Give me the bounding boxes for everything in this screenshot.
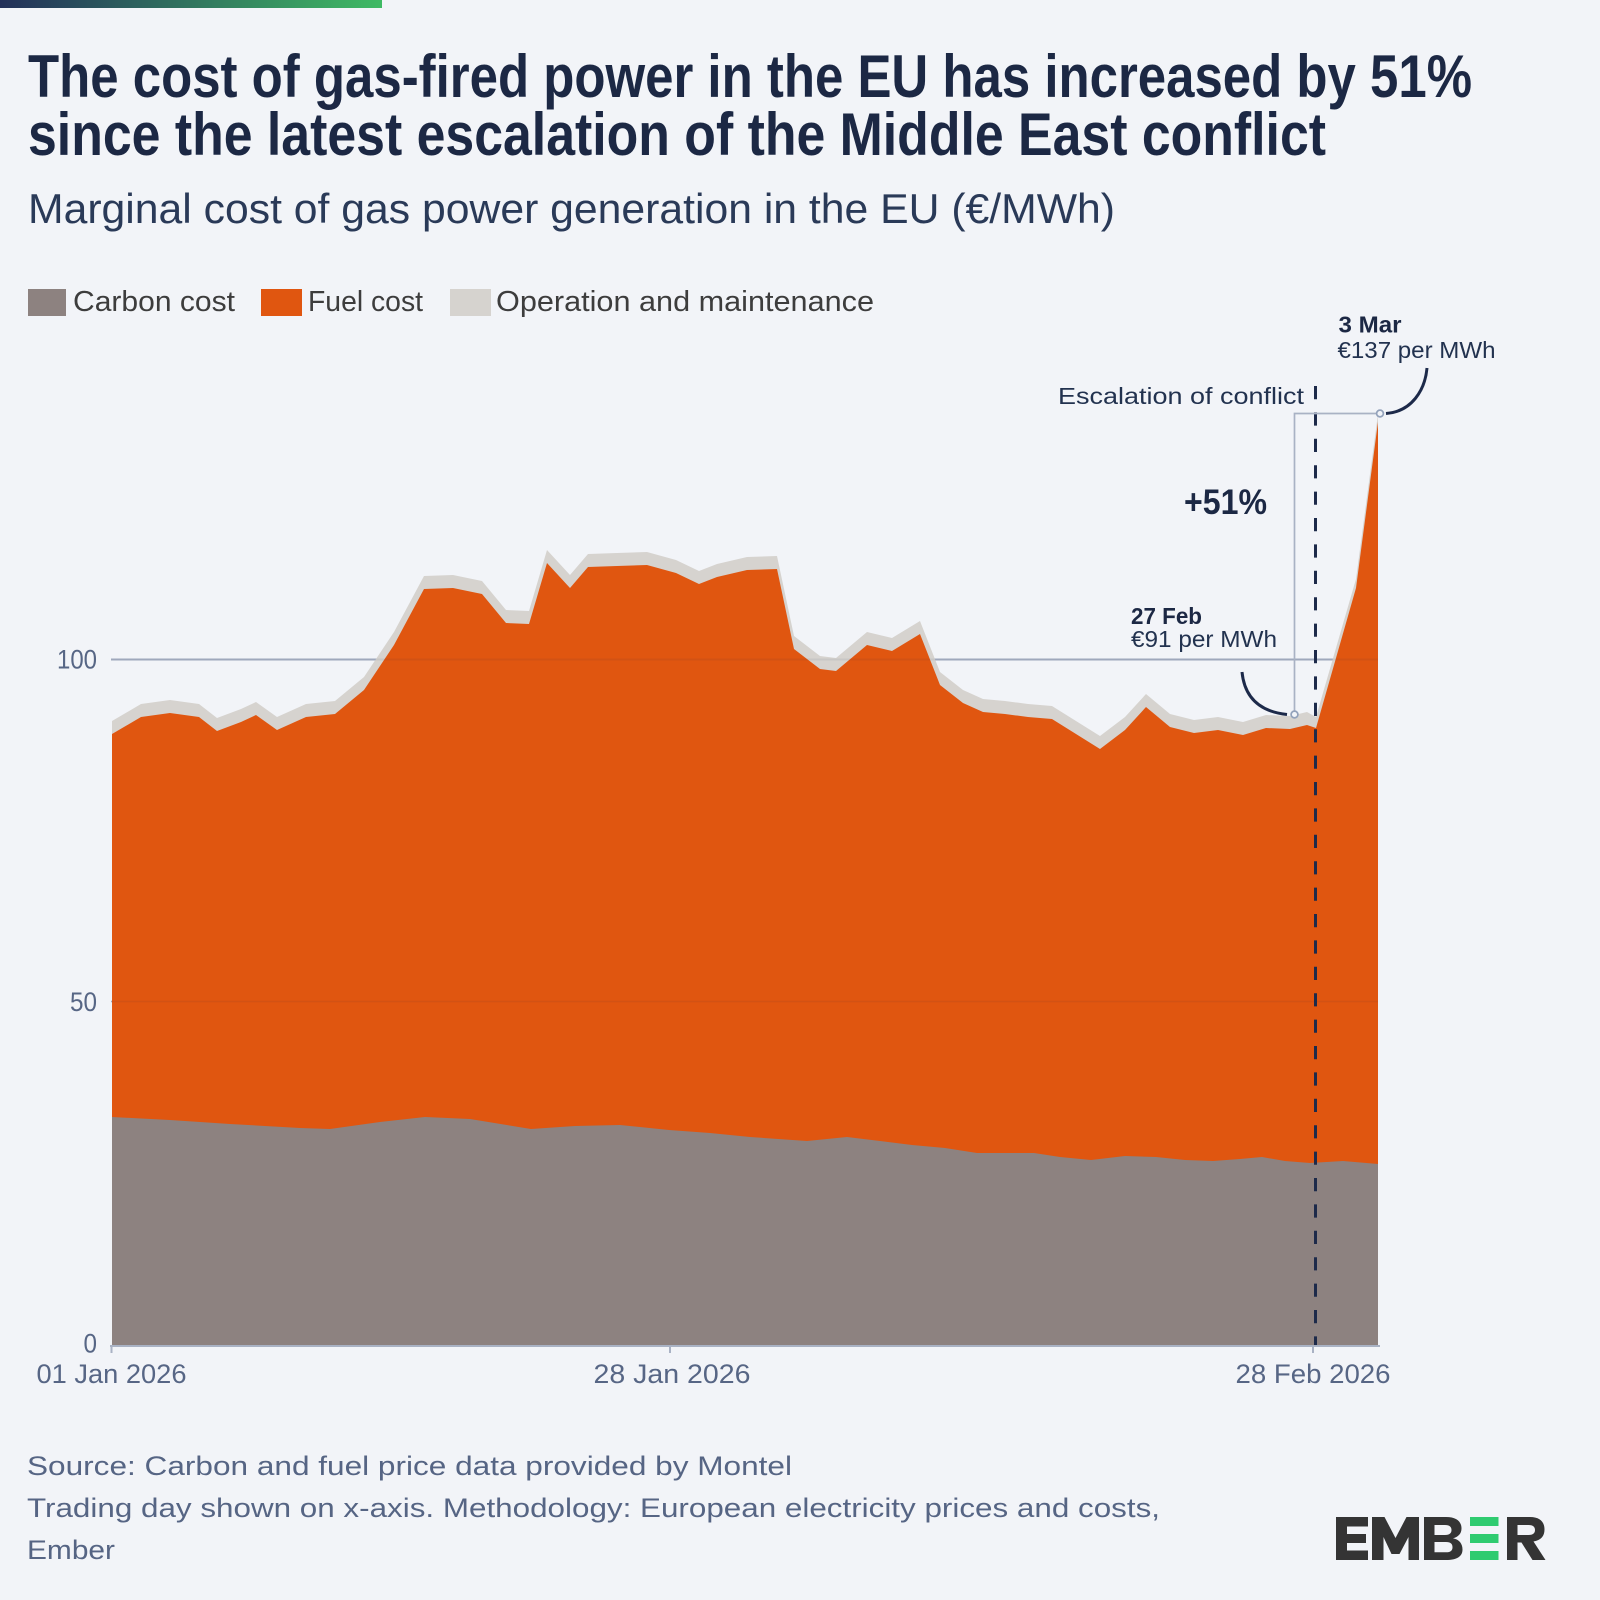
svg-text:3 Mar: 3 Mar — [1339, 312, 1402, 338]
svg-text:28 Feb 2026: 28 Feb 2026 — [1236, 1359, 1391, 1389]
svg-text:Trading day shown on x-axis. M: Trading day shown on x-axis. Methodology… — [27, 1493, 1160, 1523]
svg-text:The cost of gas-fired power in: The cost of gas-fired power in the EU ha… — [28, 43, 1472, 110]
svg-text:€91 per MWh: €91 per MWh — [1131, 626, 1277, 652]
svg-text:+51%: +51% — [1184, 483, 1267, 522]
svg-text:0: 0 — [84, 1329, 98, 1359]
svg-text:Operation and maintenance: Operation and maintenance — [496, 286, 874, 318]
svg-text:27 Feb: 27 Feb — [1131, 603, 1202, 629]
svg-text:28 Jan 2026: 28 Jan 2026 — [594, 1359, 751, 1389]
svg-text:01 Jan 2026: 01 Jan 2026 — [37, 1359, 187, 1389]
svg-text:100: 100 — [57, 645, 97, 675]
svg-text:Ember: Ember — [27, 1535, 115, 1565]
svg-text:€137 per MWh: €137 per MWh — [1338, 337, 1496, 363]
svg-text:Source: Carbon and fuel price: Source: Carbon and fuel price data provi… — [27, 1451, 792, 1481]
svg-text:50: 50 — [70, 987, 97, 1017]
svg-text:Escalation of conflict: Escalation of conflict — [1058, 383, 1305, 409]
svg-text:Fuel cost: Fuel cost — [308, 286, 423, 318]
svg-text:Carbon cost: Carbon cost — [73, 286, 235, 318]
svg-text:since the latest escalation of: since the latest escalation of the Middl… — [28, 101, 1326, 168]
svg-text:Marginal cost of gas power gen: Marginal cost of gas power generation in… — [28, 185, 1115, 232]
